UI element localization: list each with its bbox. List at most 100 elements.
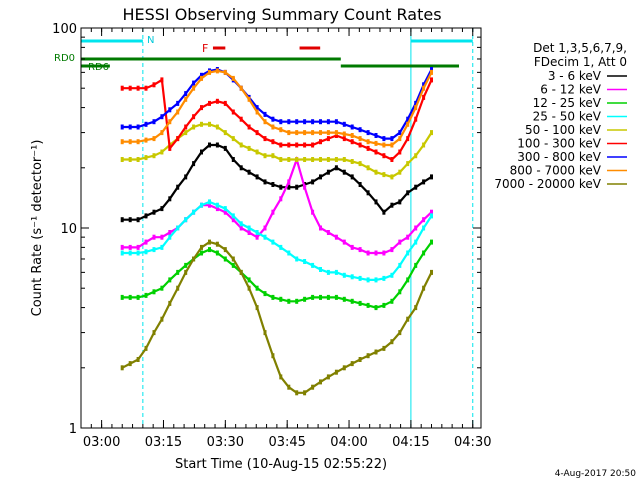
series-point-2-38 <box>422 250 426 256</box>
series-point-0-7 <box>176 184 180 190</box>
series-7 <box>120 68 433 148</box>
series-point-5-9 <box>192 114 196 120</box>
series-point-8-37 <box>414 305 418 311</box>
series-point-8-27 <box>334 369 338 375</box>
series-point-6-6 <box>168 107 172 113</box>
series-point-2-21 <box>287 298 291 304</box>
series-point-7-1 <box>128 139 132 145</box>
x-tick-label-2: 03:30 <box>207 435 244 450</box>
series-point-0-8 <box>184 174 188 180</box>
series-point-4-4 <box>152 153 156 159</box>
x-tick-label-4: 04:00 <box>330 435 367 450</box>
series-point-1-36 <box>406 234 410 240</box>
series-line-1 <box>122 155 433 255</box>
series-point-1-38 <box>422 217 426 223</box>
series-point-6-8 <box>184 91 188 97</box>
series-point-2-13 <box>223 256 227 262</box>
footer-date: 4-Aug-2017 20:50 <box>555 469 637 479</box>
series-point-2-28 <box>342 296 346 302</box>
legend-label-6: 300 - 800 keV <box>517 150 601 164</box>
series-point-3-14 <box>231 213 235 219</box>
series-point-1-3 <box>144 239 148 245</box>
series-point-2-10 <box>200 250 203 256</box>
series-point-4-18 <box>263 153 267 159</box>
series-point-5-19 <box>271 139 275 145</box>
series-point-6-38 <box>422 82 426 88</box>
annotation-f: F <box>202 42 208 55</box>
series-point-2-6 <box>168 277 172 283</box>
series-point-0-16 <box>247 169 251 175</box>
series-point-3-28 <box>342 272 346 278</box>
series-point-1-18 <box>263 225 267 231</box>
series-point-0-11 <box>208 142 211 148</box>
series-point-4-37 <box>414 153 418 159</box>
series-point-8-28 <box>342 365 346 371</box>
series-point-7-3 <box>144 137 148 143</box>
series-point-2-37 <box>414 262 418 268</box>
rd-markers <box>81 57 459 68</box>
series-point-5-26 <box>326 136 330 142</box>
series-point-3-17 <box>255 230 259 235</box>
series-point-3-31 <box>366 277 370 283</box>
series-point-4-2 <box>136 157 140 162</box>
series-point-8-7 <box>176 285 180 291</box>
x-tick-label-5: 04:15 <box>392 435 429 450</box>
series-point-5-35 <box>398 149 402 155</box>
series-point-8-13 <box>223 247 227 253</box>
series-point-2-35 <box>398 289 402 295</box>
series-point-8-2 <box>136 357 140 362</box>
series-point-8-4 <box>152 330 156 336</box>
series-point-6-37 <box>414 100 418 106</box>
series-point-6-25 <box>319 119 322 125</box>
series-point-0-39 <box>430 174 433 180</box>
series-point-8-36 <box>406 316 410 322</box>
legend-label-4: 50 - 100 keV <box>525 123 602 137</box>
series-point-3-27 <box>334 269 338 275</box>
series-point-7-19 <box>271 124 275 130</box>
series-point-5-20 <box>279 142 283 148</box>
legend-label-3: 25 - 50 keV <box>533 110 602 124</box>
series-point-1-19 <box>271 209 275 215</box>
series-point-6-24 <box>311 119 315 125</box>
series-point-5-29 <box>350 139 354 145</box>
series-point-6-2 <box>136 124 140 130</box>
series-point-8-29 <box>350 361 354 367</box>
series-point-6-33 <box>382 136 386 142</box>
series-point-7-32 <box>374 140 378 146</box>
series-point-6-1 <box>128 124 132 130</box>
series-point-4-34 <box>390 174 394 180</box>
series-point-8-32 <box>374 349 378 355</box>
series-point-4-24 <box>311 157 315 162</box>
series-point-1-1 <box>128 244 132 250</box>
series-point-8-14 <box>231 256 235 262</box>
series-point-0-27 <box>334 165 338 171</box>
series-point-5-24 <box>311 142 315 148</box>
series-point-7-14 <box>231 75 235 81</box>
chart-title: HESSI Observing Summary Count Rates <box>122 5 441 24</box>
series-point-6-7 <box>176 100 180 106</box>
series-point-1-32 <box>374 250 378 256</box>
series-point-0-9 <box>192 161 196 167</box>
series-point-3-21 <box>287 250 291 256</box>
series-line-8 <box>121 240 433 394</box>
series-point-4-20 <box>279 157 283 162</box>
series-point-8-38 <box>422 285 426 291</box>
series-point-0-12 <box>215 142 219 148</box>
series-point-0-37 <box>414 184 418 190</box>
series-point-5-16 <box>247 124 251 130</box>
annotation-rd6: RD6 <box>88 62 109 73</box>
series-point-7-28 <box>342 131 346 137</box>
series-point-4-14 <box>231 136 235 142</box>
series-point-7-20 <box>279 127 283 133</box>
series-point-0-0 <box>120 217 124 223</box>
series-point-7-26 <box>326 130 330 136</box>
series-point-3-15 <box>239 221 243 227</box>
series-point-0-1 <box>128 217 132 223</box>
series-point-1-11 <box>208 202 211 208</box>
series-point-4-1 <box>128 157 132 162</box>
series-point-0-32 <box>374 199 378 205</box>
series-point-2-31 <box>366 302 370 308</box>
series-point-1-14 <box>231 217 235 223</box>
series-point-2-23 <box>303 296 307 302</box>
series-point-4-39 <box>430 130 433 136</box>
